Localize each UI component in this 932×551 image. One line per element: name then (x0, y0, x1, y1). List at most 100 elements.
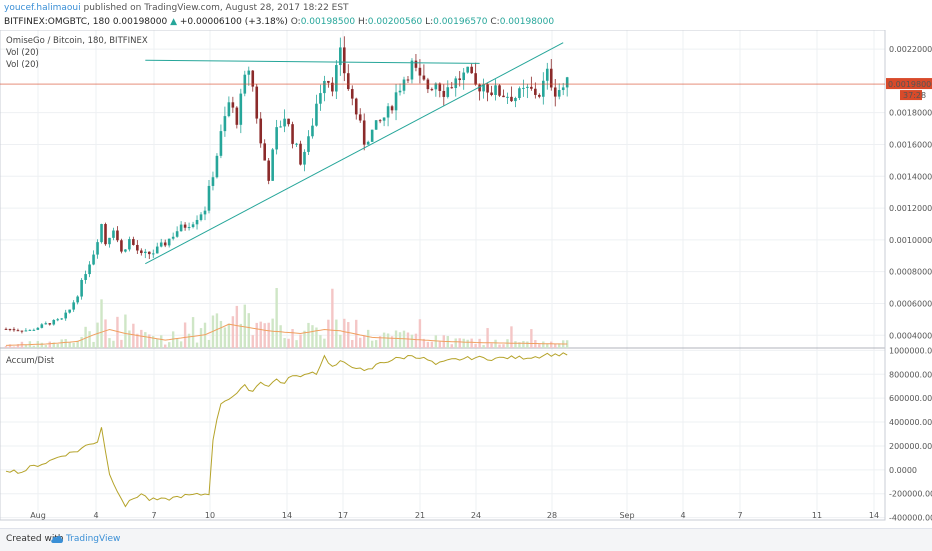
volume-bar (414, 333, 418, 348)
volume-bar (466, 339, 469, 348)
candle-body (378, 120, 382, 122)
volume-bar (538, 344, 541, 348)
volume-bar (303, 330, 306, 348)
candle-body (255, 86, 259, 119)
candle-body (167, 238, 171, 246)
candle-body (506, 96, 509, 98)
candle-body (12, 329, 16, 331)
candle-body (215, 155, 219, 178)
candle-body (199, 214, 203, 220)
ad-axis[interactable]: 1000000.0000 800000.0000 600000.0000 400000… (889, 346, 932, 522)
volume-bar (100, 299, 103, 348)
candle-body (327, 80, 330, 83)
volume-bar (124, 314, 127, 348)
time-tick-label: 4 (680, 511, 685, 520)
volume-bar (128, 330, 131, 348)
grid (0, 30, 885, 520)
volume-bar (215, 313, 219, 348)
published-text: published on TradingView.com, August 28,… (83, 3, 349, 13)
candle-body (454, 78, 458, 89)
volume-bar (4, 345, 8, 348)
symbol-quote-line: BITFINEX:OMGBTC, 180 0.00198000 ▲ +0.000… (4, 17, 554, 27)
candle-body (366, 141, 370, 145)
ad-tick-label: 400000.0000 (889, 418, 932, 427)
volume-bar (164, 344, 167, 348)
volume-bar (422, 338, 426, 348)
volume-bar (263, 323, 266, 348)
candle-body (120, 240, 123, 252)
candle-body (76, 296, 79, 303)
volume-bar (279, 325, 282, 348)
volume-bar (247, 313, 250, 348)
candle-body (183, 224, 187, 228)
author-link[interactable]: youcef.halimaoui (4, 3, 81, 13)
candle-body (538, 94, 541, 97)
candle-body (68, 309, 71, 313)
candle-body (136, 244, 139, 251)
volume-bar (160, 335, 163, 348)
volume-bar (227, 323, 231, 348)
candle-body (108, 237, 111, 245)
candle-body (498, 85, 501, 96)
volume-bar (498, 344, 501, 348)
candle-body (88, 264, 91, 275)
volume-bar (239, 323, 243, 348)
candle-body (502, 95, 505, 98)
time-tick-label: 10 (205, 511, 215, 520)
candle-body (346, 73, 350, 90)
volume-bar (550, 341, 553, 348)
time-tick-label: Aug (30, 511, 46, 520)
accum-dist-line (5, 352, 568, 508)
volume-bar (490, 343, 493, 348)
candle-body (171, 236, 175, 239)
trendlines[interactable] (145, 42, 564, 265)
volume-bar (363, 335, 366, 348)
volume-bar (382, 332, 386, 348)
candle-body (315, 103, 318, 126)
volume-bar (136, 333, 139, 348)
candle-body (458, 78, 462, 81)
ad-tick-label: -200000.0000 (889, 490, 932, 499)
candle-body (410, 60, 414, 80)
candle-body (32, 329, 36, 331)
candle-body (522, 87, 525, 89)
candle-body (358, 114, 362, 121)
trendline-support[interactable] (145, 42, 564, 265)
volume-bar (307, 322, 310, 348)
candle-body (430, 89, 434, 91)
candle-body (283, 118, 286, 127)
candle-body (231, 102, 235, 108)
symbol-text: BITFINEX:OMGBTC, 180 (4, 17, 110, 27)
tradingview-link[interactable]: TradingView (66, 534, 121, 544)
volume-bar (267, 322, 270, 348)
volume-bar (108, 338, 111, 348)
time-tick-label: 7 (151, 511, 156, 520)
candle-body (319, 93, 322, 104)
time-tick-label: 17 (338, 511, 348, 520)
candle-body (561, 87, 565, 91)
candle-body (287, 118, 290, 125)
time-tick-label: 4 (93, 511, 98, 520)
candle-body (223, 116, 227, 132)
candle-body (490, 92, 493, 95)
candle-body (295, 143, 298, 145)
chart-frame (0, 30, 886, 521)
time-axis[interactable]: Aug 4 7 10 14 17 21 24 28 Sep 4 7 11 14 (30, 511, 879, 520)
candle-body (339, 47, 342, 66)
candle-body (140, 250, 143, 254)
volume-bar (148, 334, 151, 348)
candle-body (40, 324, 44, 328)
candle-body (227, 102, 231, 117)
candle-body (239, 93, 243, 125)
candle-body (124, 249, 127, 252)
chart-area[interactable]: OmiseGo / Bitcoin, 180, BITFINEX Vol (20… (0, 30, 932, 528)
volume-bar (287, 338, 290, 348)
volume-bar (52, 342, 55, 348)
volume-bar (494, 339, 497, 348)
volume-bar (64, 339, 67, 348)
volume-bar (195, 342, 199, 348)
volume-bar (223, 327, 227, 348)
trendline-resistance[interactable] (145, 59, 480, 64)
